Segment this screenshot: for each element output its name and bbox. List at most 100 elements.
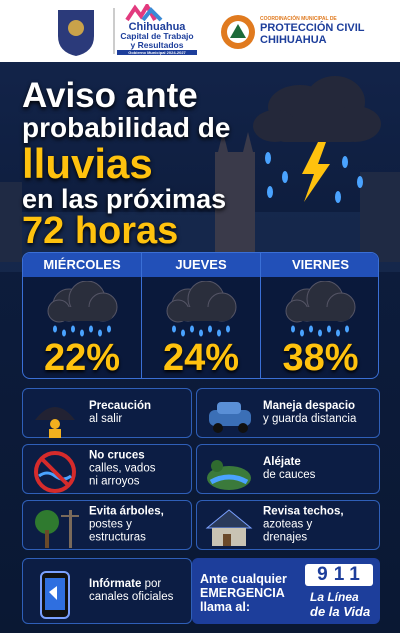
icon-part [35, 407, 75, 420]
rain-drop [97, 329, 102, 337]
rain-drop [290, 325, 295, 333]
rain-drop [198, 329, 203, 337]
tip-content: Evita árboles, postes y estructuras [89, 506, 164, 545]
cloud-part [171, 307, 232, 321]
tip-card: Maneja despacio y guarda distancia [196, 388, 380, 438]
divider [113, 8, 115, 54]
forecast-day: MIÉRCOLES 22% [23, 253, 142, 379]
tip-text: ni arroyos [89, 475, 140, 488]
rain-drop [207, 325, 212, 333]
civil-name: PROTECCIÓN CIVIL [260, 22, 365, 34]
tip-title: Maneja despacio [263, 400, 356, 412]
day-label: JUEVES [142, 253, 260, 277]
title-highlight: 72 horas [22, 210, 179, 252]
city-logo-mark [125, 4, 163, 22]
civil-protection: COORDINACIÓN MUNICIPAL DE PROTECCIÓN CIV… [260, 16, 365, 46]
tip-content: Aléjate de cauces [263, 456, 315, 482]
icon-part [69, 510, 72, 548]
tip-icon [35, 407, 75, 438]
tip-icon [207, 460, 251, 490]
tip-content: Precaución al salir [89, 400, 151, 426]
tip-icon [35, 510, 79, 548]
city-tagline: y Resultados [130, 40, 184, 50]
tip-title: No cruces [89, 449, 145, 462]
icon-part [205, 509, 253, 529]
tip-title: Infórmate [89, 578, 142, 590]
city-name: Chihuahua [128, 21, 186, 33]
icon-part [38, 471, 72, 481]
rain-drop [106, 325, 111, 333]
probability: 38% [282, 337, 359, 379]
tip-card: Aléjate de cauces [196, 444, 380, 494]
rain-cloud-icon [166, 281, 236, 337]
rain-cloud-icon [47, 281, 117, 337]
tip-title: Precaución [89, 400, 151, 412]
tip-card: Evita árboles, postes y estructuras [22, 500, 192, 550]
icon-part [213, 423, 223, 433]
tip-text: al salir [89, 413, 123, 425]
badge-text: de la Vida [310, 604, 371, 619]
rain-drop [61, 329, 66, 337]
phone-icon [40, 571, 70, 619]
civil-protection-logo [221, 15, 255, 49]
tip-icon [205, 509, 253, 546]
tip-text: de cauces [263, 469, 316, 481]
city-shield [58, 10, 94, 56]
tip-title: Evita árboles, [89, 505, 164, 518]
tip-card: Precaución al salir [22, 388, 192, 438]
rain-drop [344, 325, 349, 333]
tip-text: azoteas y [263, 518, 313, 531]
badge-text: La Línea [310, 590, 359, 604]
rain-drop [180, 329, 185, 337]
title-highlight: lluvias [22, 140, 153, 187]
rain-drop [189, 325, 194, 333]
rain-drop [171, 325, 176, 333]
icon-part [49, 429, 61, 438]
probability: 24% [162, 337, 240, 379]
tip-title: Revisa techos, [263, 505, 344, 518]
icon-part [34, 451, 76, 493]
tip-text: postes y [89, 518, 132, 531]
tip-text: canales oficiales [89, 591, 174, 603]
civil-kicker: COORDINACIÓN MUNICIPAL DE [260, 16, 337, 22]
title-line: en las próximas [22, 184, 227, 214]
emergency-number: 911 [305, 564, 373, 586]
emergency-panel: Ante cualquier EMERGENCIA llama al: 911 … [192, 558, 380, 624]
tip-text: estructuras [89, 531, 146, 544]
tip-icon [209, 402, 251, 433]
tip-card: Infórmate por canales oficiales [22, 558, 192, 624]
day-label: MIÉRCOLES [23, 253, 141, 277]
tip-content: Revisa techos, azoteas y drenajes [263, 506, 344, 545]
rain-cloud-icon [285, 281, 355, 337]
city-logo: Chihuahua Capital de Trabajo y Resultado… [117, 22, 197, 55]
rain-drop [225, 325, 230, 333]
forecast-day: VIERNES 38% [261, 253, 378, 379]
rain-drop [88, 325, 93, 333]
rain-drop [299, 329, 304, 337]
day-label: VIERNES [261, 253, 378, 277]
rain-drop [216, 329, 221, 337]
rain-drop [79, 329, 84, 337]
icon-part [217, 402, 241, 414]
city-tagline: Capital de Trabajo [120, 31, 194, 41]
icon-part [211, 460, 223, 472]
tip-text: por [144, 578, 162, 590]
forecast-panel: MIÉRCOLES 22% JUEVES 24% VIERNES 38% [22, 252, 379, 379]
title-line: probabilidad de [22, 112, 231, 143]
probability: 22% [43, 337, 121, 379]
tip-text: drenajes [263, 531, 308, 544]
tip-text: calles, vados [89, 462, 156, 475]
rain-drop [317, 329, 322, 337]
city-term: Gobierno Municipal 2024-2027 [117, 50, 197, 55]
tip-text: y guarda distancia [263, 413, 357, 425]
header: Chihuahua Capital de Trabajo y Resultado… [0, 0, 400, 62]
icon-part [40, 457, 70, 487]
emergency-text: llama al: [200, 600, 251, 614]
cloud-part [52, 307, 113, 321]
emergency-text: EMERGENCIA [200, 586, 285, 600]
tip-card: No cruces calles, vados ni arroyos [22, 444, 192, 494]
forecast-day: JUEVES 24% [142, 253, 261, 379]
icon-part [50, 419, 60, 429]
civil-name: CHIHUAHUA [260, 34, 327, 46]
